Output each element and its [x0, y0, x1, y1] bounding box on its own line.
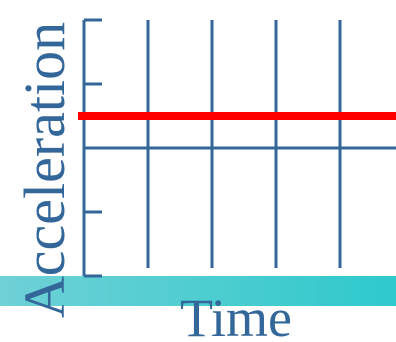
y-axis-ticks: [84, 18, 102, 278]
x-axis-label: Time: [180, 288, 292, 342]
y-axis-label: Acceleration: [12, 22, 77, 318]
grid-lines: [146, 20, 342, 268]
decorative-band: [0, 276, 396, 306]
